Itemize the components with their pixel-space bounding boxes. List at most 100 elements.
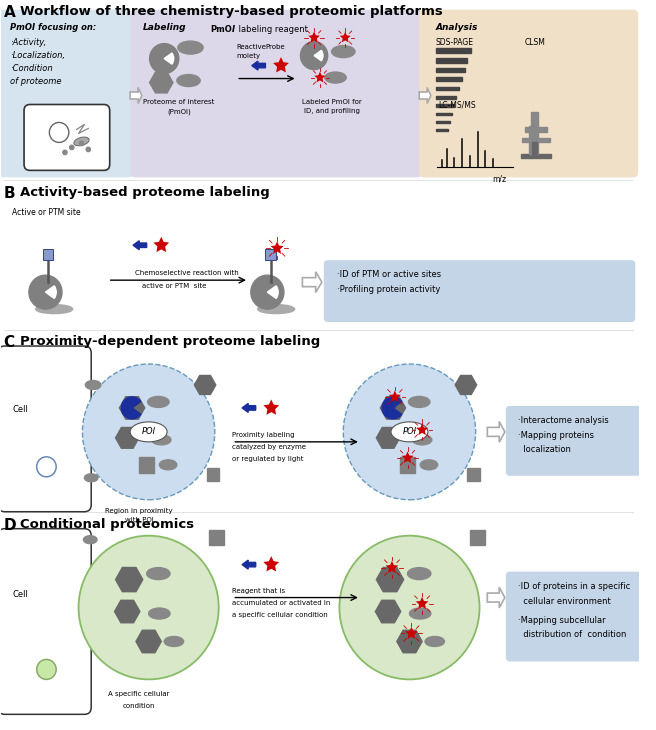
- Circle shape: [70, 145, 74, 150]
- Circle shape: [63, 150, 67, 155]
- FancyBboxPatch shape: [0, 346, 91, 512]
- Circle shape: [86, 147, 91, 152]
- Text: distribution of  condition: distribution of condition: [518, 631, 627, 639]
- Ellipse shape: [35, 304, 73, 314]
- Wedge shape: [164, 53, 174, 64]
- Polygon shape: [264, 399, 279, 415]
- Text: catalyzed by enzyme: catalyzed by enzyme: [232, 444, 306, 450]
- Text: Reactive: Reactive: [236, 44, 266, 50]
- Bar: [436, 96, 456, 99]
- Text: ·Activity,: ·Activity,: [10, 38, 47, 47]
- FancyArrow shape: [487, 421, 505, 442]
- Text: (PmOI): (PmOI): [167, 109, 191, 115]
- Ellipse shape: [149, 608, 170, 619]
- Ellipse shape: [407, 568, 431, 580]
- Polygon shape: [401, 451, 413, 463]
- Polygon shape: [455, 375, 477, 394]
- Text: Proximity labeling: Proximity labeling: [232, 432, 295, 438]
- Text: ·ID of PTM or active sites: ·ID of PTM or active sites: [337, 270, 441, 279]
- Text: ID, and profiling: ID, and profiling: [304, 109, 359, 115]
- Bar: [525, 128, 546, 132]
- Polygon shape: [389, 391, 401, 402]
- Text: of proteome: of proteome: [10, 77, 62, 85]
- Text: B: B: [4, 186, 15, 201]
- Bar: [470, 530, 485, 545]
- Bar: [522, 155, 550, 158]
- Circle shape: [29, 275, 62, 309]
- Bar: [531, 112, 538, 128]
- Text: localization: localization: [518, 445, 571, 454]
- FancyArrow shape: [252, 61, 266, 70]
- Ellipse shape: [409, 608, 431, 619]
- Polygon shape: [194, 375, 216, 394]
- Bar: [436, 129, 449, 131]
- Text: POI: POI: [142, 427, 155, 437]
- Text: LC-MS/MS: LC-MS/MS: [439, 101, 476, 110]
- Ellipse shape: [325, 72, 346, 83]
- Text: Workflow of three chemistry-based proteomic platforms: Workflow of three chemistry-based proteo…: [20, 4, 443, 18]
- Bar: [207, 469, 219, 481]
- Text: ·Localization,: ·Localization,: [10, 50, 66, 60]
- Polygon shape: [380, 396, 405, 419]
- Ellipse shape: [85, 474, 98, 482]
- FancyArrow shape: [242, 560, 256, 569]
- Polygon shape: [154, 237, 169, 252]
- FancyBboxPatch shape: [0, 9, 133, 177]
- Text: SDS-PAGE: SDS-PAGE: [436, 38, 474, 47]
- Wedge shape: [314, 50, 323, 61]
- Bar: [43, 249, 53, 260]
- Polygon shape: [115, 600, 140, 623]
- Circle shape: [37, 659, 56, 680]
- FancyBboxPatch shape: [0, 529, 91, 715]
- Text: ·ID of proteins in a specific: ·ID of proteins in a specific: [518, 582, 630, 591]
- Polygon shape: [405, 626, 418, 639]
- Circle shape: [343, 364, 476, 500]
- FancyBboxPatch shape: [506, 406, 656, 476]
- Ellipse shape: [85, 380, 101, 389]
- Polygon shape: [397, 630, 422, 653]
- Text: ·Profiling protein activity: ·Profiling protein activity: [337, 285, 441, 294]
- Polygon shape: [416, 423, 428, 435]
- Ellipse shape: [83, 536, 97, 544]
- Text: Proximity-dependent proteome labeling: Proximity-dependent proteome labeling: [20, 335, 320, 348]
- FancyArrow shape: [133, 241, 147, 250]
- Text: Probe: Probe: [266, 44, 285, 50]
- Text: D: D: [4, 518, 16, 533]
- Polygon shape: [150, 72, 173, 93]
- Text: Activity-based proteome labeling: Activity-based proteome labeling: [20, 186, 270, 199]
- FancyBboxPatch shape: [419, 9, 638, 177]
- Ellipse shape: [178, 41, 203, 54]
- Text: labeling reagent: labeling reagent: [236, 25, 308, 34]
- Polygon shape: [314, 72, 325, 82]
- Bar: [467, 469, 480, 481]
- Ellipse shape: [152, 435, 171, 445]
- Bar: [436, 77, 462, 81]
- Polygon shape: [115, 428, 139, 448]
- Circle shape: [79, 536, 218, 680]
- Bar: [139, 457, 154, 473]
- Bar: [436, 104, 454, 107]
- Bar: [436, 121, 450, 123]
- Bar: [436, 58, 467, 63]
- Polygon shape: [377, 428, 400, 448]
- Polygon shape: [273, 57, 289, 72]
- Ellipse shape: [409, 396, 430, 407]
- Bar: [266, 249, 276, 260]
- Polygon shape: [340, 32, 350, 42]
- Polygon shape: [375, 600, 401, 623]
- Bar: [436, 112, 452, 115]
- Text: ·Condition: ·Condition: [10, 64, 53, 72]
- Text: CLSM: CLSM: [524, 38, 545, 47]
- Circle shape: [251, 275, 284, 309]
- Ellipse shape: [164, 637, 184, 647]
- Text: accumulated or activated in: accumulated or activated in: [232, 599, 331, 606]
- Ellipse shape: [425, 637, 445, 647]
- FancyBboxPatch shape: [506, 572, 656, 661]
- Wedge shape: [268, 286, 278, 299]
- Ellipse shape: [177, 74, 200, 87]
- FancyBboxPatch shape: [324, 260, 635, 322]
- Ellipse shape: [130, 422, 167, 442]
- Text: m/z: m/z: [493, 174, 507, 183]
- FancyArrow shape: [419, 88, 431, 104]
- FancyBboxPatch shape: [24, 104, 110, 170]
